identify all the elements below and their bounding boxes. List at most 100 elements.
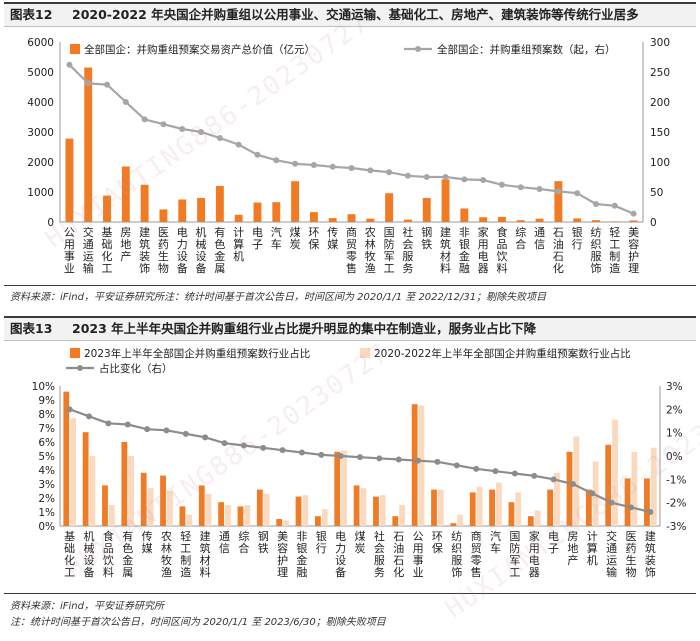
line-point — [531, 472, 538, 479]
line-point — [367, 167, 374, 174]
line-point — [66, 61, 73, 68]
y-left-tick-label: 6% — [38, 437, 55, 449]
x-tick-label: 交通运输 — [606, 529, 617, 579]
bar-2020-2022 — [321, 509, 328, 526]
bar — [121, 166, 130, 222]
figure-13-source-2: 注：统计时间基于首次公告日，时间区间为 2020/1/1 至 2023/6/30… — [10, 617, 386, 628]
line-point — [144, 426, 151, 433]
x-tick-label: 计算机 — [587, 530, 598, 567]
chart-12: 0 1000 2000 3000 4000 5000 6000 0 50 100 150 200 250… — [27, 37, 670, 275]
line-point — [273, 157, 280, 164]
bar-2023h1 — [411, 404, 418, 526]
x-tick-label: 综合 — [238, 529, 249, 555]
x-tick-label: 非银金融 — [459, 226, 470, 275]
y-left-tick-label: 5% — [38, 451, 55, 463]
series-line — [69, 408, 651, 514]
x-tick-label: 银行 — [572, 225, 583, 251]
bar-2023h1 — [256, 489, 263, 526]
series-line — [68, 64, 635, 215]
y-left-tick-label: 9% — [38, 395, 55, 407]
line-point — [550, 476, 557, 483]
line-point — [461, 176, 468, 183]
bar-2020-2022 — [341, 450, 347, 526]
line-point — [511, 470, 518, 477]
x-tick-label: 国防军工 — [509, 530, 520, 579]
divider — [4, 593, 696, 594]
legend-label-bar1: 2023年上半年全部国企并购重组预案数行业占比 — [84, 347, 310, 360]
divider — [4, 285, 696, 286]
line-point — [423, 174, 430, 180]
bar — [253, 202, 262, 222]
line-point — [569, 481, 576, 487]
bar — [291, 181, 300, 222]
x-tick-label: 钢铁 — [258, 530, 269, 555]
y-right-tick-label: 200 — [650, 97, 670, 109]
bar-2023h1 — [624, 478, 631, 526]
line-point — [498, 181, 505, 188]
figure-12-title: 2020-2022 年央国企并购重组以公用事业、交通运输、基础化工、房地产、建筑… — [72, 7, 639, 22]
x-tick-label: 汽车 — [271, 225, 282, 251]
line-point — [473, 465, 480, 472]
y-right-tick-label: -1% — [666, 474, 686, 486]
bar — [65, 138, 74, 222]
figure-13-source-1: 资料来源：iFind，平安证券研究所 — [10, 601, 164, 612]
line-point — [310, 162, 317, 168]
bar — [309, 212, 318, 222]
legend-swatch-marker — [415, 46, 421, 52]
line-point — [647, 509, 654, 515]
chart-13: 0% 1% 2% 3% 4% 5% 6% 7% 8% 9% 10% -3% -2% -1% 0% 1% 2% 3%… — [32, 347, 687, 579]
line-point — [216, 135, 223, 141]
bar-2020-2022 — [108, 505, 115, 526]
bar-2023h1 — [121, 442, 128, 526]
line-point — [240, 442, 247, 449]
line-point — [104, 81, 111, 88]
x-tick-label: 建筑装饰 — [645, 529, 656, 579]
line-point — [198, 129, 205, 135]
x-tick-label: 传媒 — [327, 226, 338, 251]
line-point — [434, 458, 441, 465]
line-point — [86, 413, 93, 420]
bar-2020-2022 — [515, 492, 522, 526]
x-tick-label: 电力设备 — [177, 226, 188, 275]
bar-2020-2022 — [650, 447, 657, 526]
bar-2020-2022 — [554, 472, 560, 526]
x-tick-label: 轻工制造 — [180, 529, 191, 579]
line-point — [611, 202, 618, 209]
bar-2020-2022 — [283, 520, 289, 526]
bar — [592, 220, 600, 222]
bar-2023h1 — [489, 489, 495, 526]
x-tick-label: 国防军工 — [384, 226, 395, 275]
x-tick-label: 医药生物 — [625, 530, 636, 579]
bar-2020-2022 — [89, 456, 96, 526]
y-right-tick-label: 1% — [666, 428, 683, 440]
legend-label-line: 全部国企：并购重组预案数（起，右） — [437, 43, 616, 56]
bar-2020-2022 — [244, 505, 251, 526]
bar-2023h1 — [547, 489, 554, 526]
x-tick-label: 电子 — [548, 530, 559, 555]
line-point — [122, 99, 129, 105]
line-point — [337, 453, 344, 459]
figure-13-title-bar: 图表13 2023 年上半年央国企并购重组行业占比提升明显的集中在制造业，服务业占… — [4, 316, 696, 341]
y-left-tick-label: 4% — [38, 465, 55, 477]
bar-2023h1 — [82, 432, 89, 526]
line-point — [179, 126, 186, 132]
bar-2020-2022 — [476, 486, 483, 526]
y-right-tick-label: -3% — [666, 521, 686, 533]
x-tick-label: 美容护理 — [628, 226, 639, 275]
line-point — [442, 174, 449, 180]
bar-2020-2022 — [225, 505, 231, 526]
bar-2023h1 — [314, 516, 321, 526]
y-right-tick-label: 150 — [650, 127, 670, 139]
bar-2023h1 — [431, 489, 437, 526]
figure-13-number: 图表13 — [10, 321, 53, 336]
line-point — [318, 451, 325, 458]
figure-12-source: 资料来源：iFind，平安证券研究所注：统计时间基于首次公告日，时间区间为 20… — [10, 292, 547, 303]
bar — [629, 220, 638, 222]
bar-2023h1 — [373, 496, 379, 526]
line-point — [415, 457, 422, 464]
y-right-tick-label: 3% — [666, 381, 683, 393]
x-tick-label: 石油石化 — [393, 530, 404, 579]
bar-2020-2022 — [495, 482, 502, 526]
line-point — [182, 430, 189, 437]
x-tick-label: 建筑装饰 — [139, 225, 150, 275]
